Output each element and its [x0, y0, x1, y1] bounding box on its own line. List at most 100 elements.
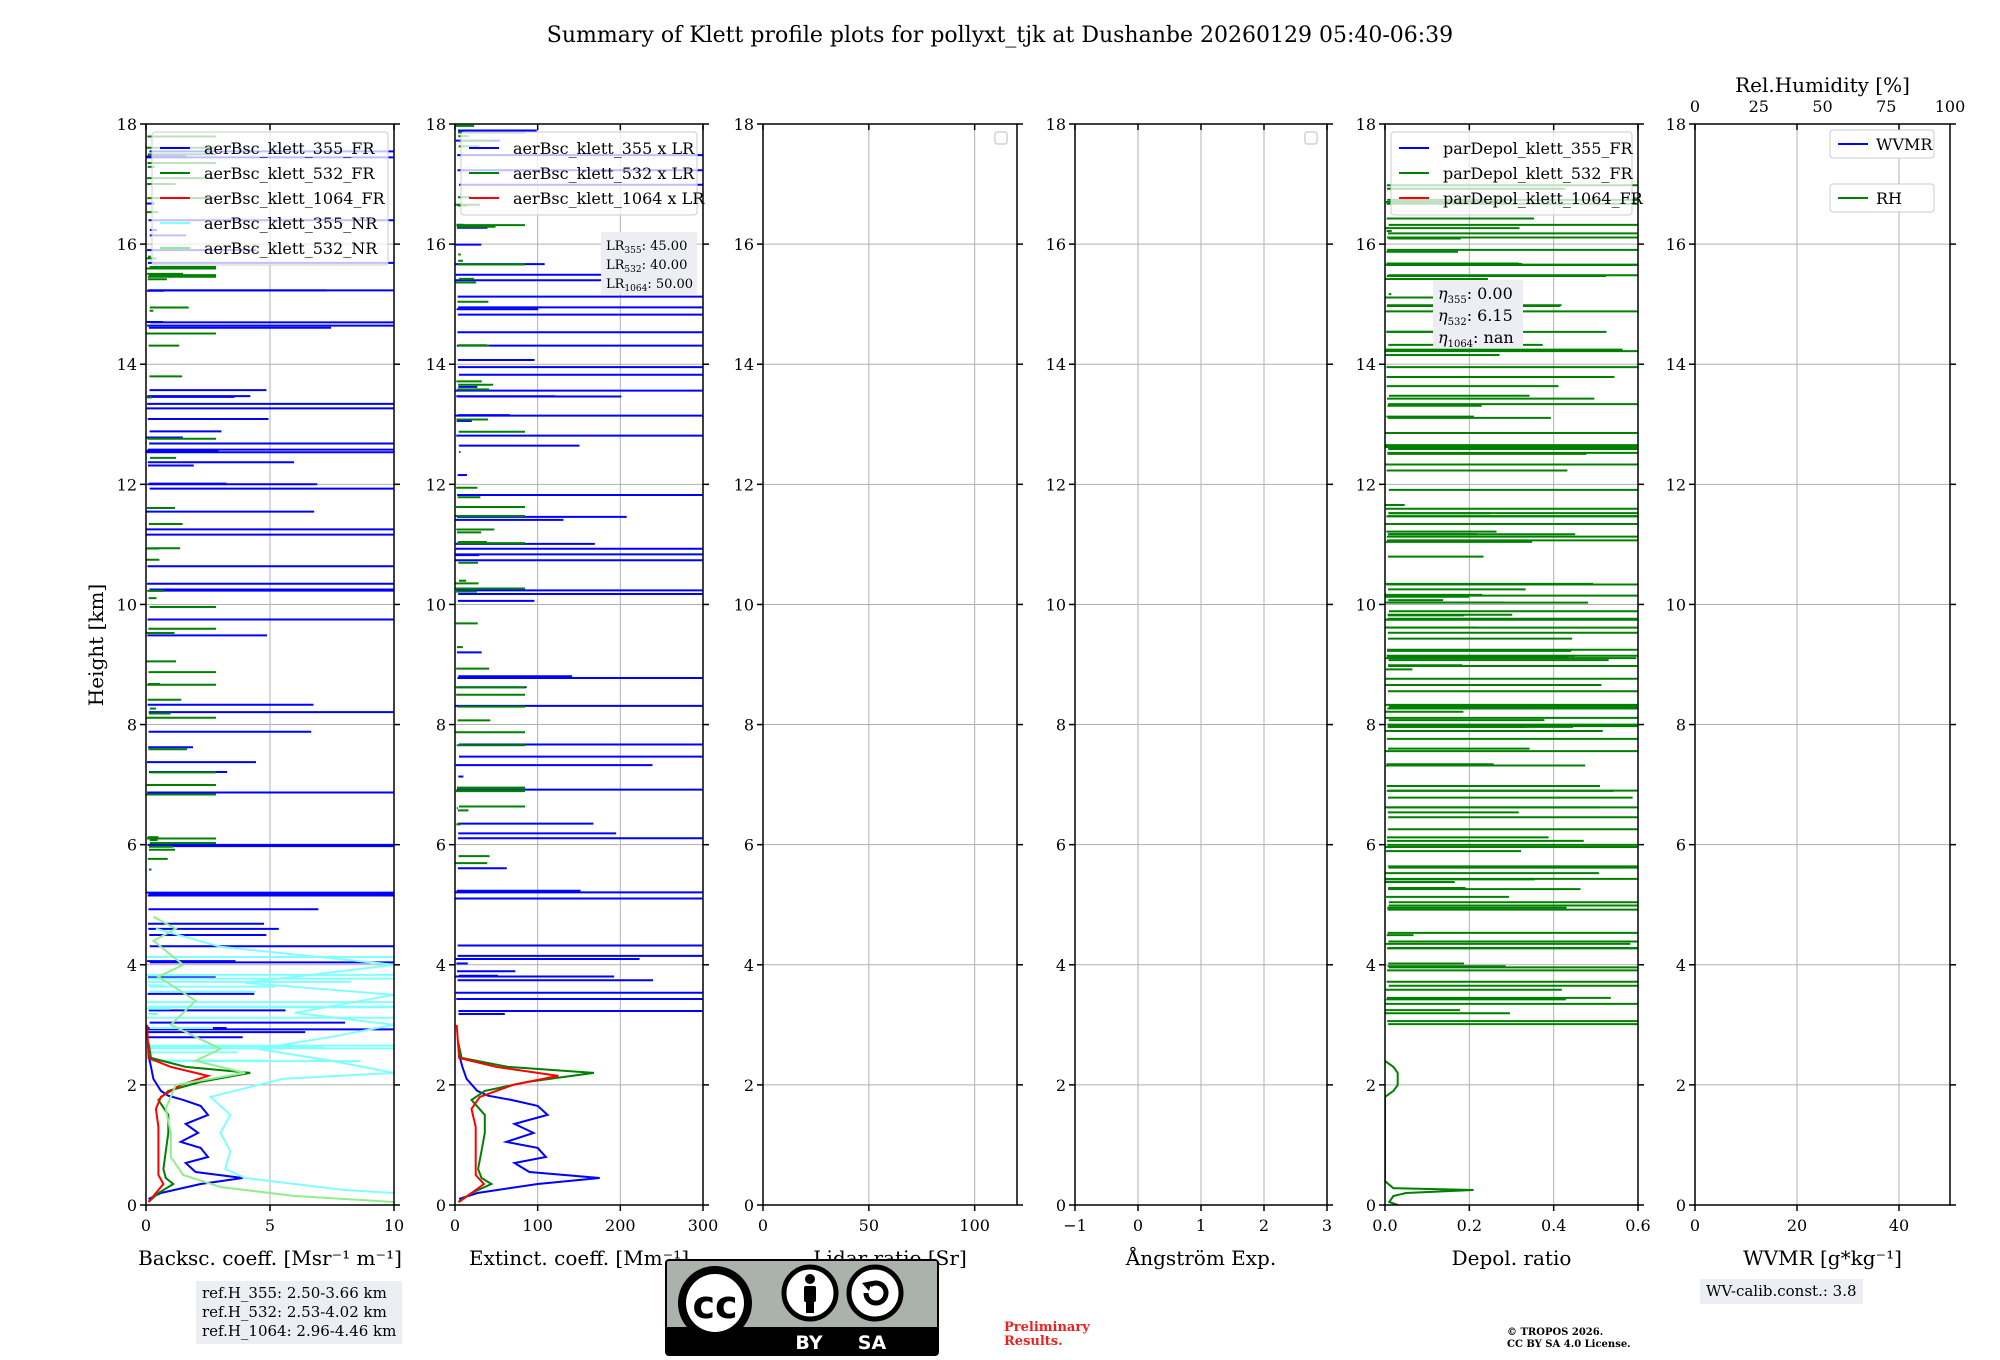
- series-line-aerbsc-klett-1064-fr: [146, 1024, 212, 1203]
- x-tick-label: 5: [265, 1216, 275, 1235]
- y-tick-label: 14: [734, 355, 754, 374]
- y-tick-label: 18: [1046, 115, 1066, 134]
- series-group-backscatter: [146, 135, 394, 1203]
- x-tick-label: 0.6: [1625, 1216, 1650, 1235]
- x-tick-label: 1: [1196, 1216, 1206, 1235]
- y-tick-label: 16: [117, 235, 137, 254]
- x-tick-label: 0.4: [1541, 1216, 1566, 1235]
- legend-label: aerBsc_klett_532 x LR: [513, 164, 695, 183]
- legend-extinction: aerBsc_klett_355 x LR aerBsc_klett_532 x …: [460, 131, 705, 216]
- reference-height-box: ref.H_355: 2.50-3.66 km ref.H_532: 2.53-…: [196, 1281, 403, 1344]
- legend-label: aerBsc_klett_355_NR: [204, 214, 378, 233]
- copyright-note: © TROPOS 2026. CC BY SA 4.0 License.: [1507, 1327, 1631, 1351]
- x2-tick-label: 100: [1935, 97, 1966, 116]
- y-tick-label: 0: [1676, 1196, 1686, 1215]
- by-person-icon: [781, 1264, 839, 1322]
- legend-label: parDepol_klett_355_FR: [1443, 139, 1634, 158]
- series-line-aerbsc-klett-532-nr: [151, 915, 394, 1203]
- series-line-aerbsc-klett-532-x-lr: [457, 1042, 595, 1203]
- y-tick-label: 8: [436, 716, 446, 735]
- x2-tick-label: 0: [1690, 97, 1700, 116]
- y-tick-label: 16: [734, 235, 754, 254]
- y-tick-label: 14: [1046, 355, 1066, 374]
- depol-eta-1064: η1064: nan: [1438, 328, 1514, 350]
- series-group-depol: [1385, 184, 1638, 1205]
- legend-box: [1390, 131, 1633, 216]
- x-tick-label: 0: [1690, 1216, 1700, 1235]
- y-tick-label: 4: [1056, 956, 1066, 975]
- lidar-ratio-532: LR532: 40.00: [606, 258, 687, 275]
- x-tick-label: 0.2: [1457, 1216, 1482, 1235]
- copyright-line-1: © TROPOS 2026.: [1507, 1327, 1604, 1338]
- y-tick-label: 10: [117, 595, 137, 614]
- legend-label: parDepol_klett_1064_FR: [1443, 189, 1644, 208]
- preliminary-note: Preliminary Results.: [1004, 1321, 1090, 1349]
- panel-wv: 0 20 40 0 2 4 6 8 10 12 14 16 18 WVMR [g*kg⁻¹] 0 25 50 75…: [1666, 73, 1966, 1270]
- legend-label: aerBsc_klett_355 x LR: [513, 139, 695, 158]
- y-tick-label: 14: [426, 355, 446, 374]
- y-tick-label: 6: [1056, 836, 1066, 855]
- x-axis-label-angstrom: Ångström Exp.: [1125, 1245, 1276, 1270]
- legend-label: aerBsc_klett_532_NR: [204, 239, 378, 258]
- y-tick-label: 10: [1666, 595, 1686, 614]
- panel-depol: 0.0 0.2 0.4 0.6 0 2 4 6 8 10 12 14 16 18 Depol. ratio p…: [1356, 115, 1651, 1270]
- x-tick-label: 10: [384, 1216, 404, 1235]
- x-tick-label: 0: [1133, 1216, 1143, 1235]
- y-tick-label: 0: [436, 1196, 446, 1215]
- y-tick-label: 10: [734, 595, 754, 614]
- y-tick-label: 16: [1046, 235, 1066, 254]
- legend-label: aerBsc_klett_532_FR: [204, 164, 375, 183]
- y-tick-label: 12: [734, 475, 754, 494]
- axes-frame: [454, 123, 704, 1206]
- series-line-aerbsc-klett-355-x-lr: [458, 1054, 600, 1200]
- legend-wv: WVMR RH: [1829, 129, 1935, 213]
- y-tick-label: 0: [127, 1196, 137, 1215]
- y-tick-label: 8: [744, 716, 754, 735]
- x-tick-label: 0: [450, 1216, 460, 1235]
- y-tick-label: 12: [117, 475, 137, 494]
- series-line-pardepol-klett-532-fr: [1385, 1060, 1474, 1205]
- lidar-ratio-annotation: LR355: 45.00 LR532: 40.00 LR1064: 50.00: [601, 232, 697, 294]
- ref-height-1064: ref.H_1064: 2.96-4.46 km: [202, 1322, 397, 1340]
- y-tick-label: 4: [1366, 956, 1376, 975]
- legend-box: [1829, 129, 1935, 159]
- y-tick-label: 6: [127, 836, 137, 855]
- legend-box: [460, 131, 698, 216]
- y-tick-label: 18: [426, 115, 446, 134]
- y-tick-label: 8: [1056, 716, 1066, 735]
- x-tick-label: 300: [688, 1216, 719, 1235]
- y-tick-label: 4: [436, 956, 446, 975]
- y-tick-label: 6: [1676, 836, 1686, 855]
- figure-title: Summary of Klett profile plots for polly…: [547, 23, 1453, 48]
- x-tick-label: 2: [1259, 1216, 1269, 1235]
- annotation-box: [601, 232, 697, 294]
- legend-label: aerBsc_klett_1064_FR: [204, 189, 386, 208]
- y-tick-label: 16: [1356, 235, 1376, 254]
- x-tick-label: 0: [758, 1216, 768, 1235]
- x-tick-label: 0: [141, 1216, 151, 1235]
- legend-label: RH: [1876, 189, 1902, 208]
- x-tick-label: 100: [959, 1216, 990, 1235]
- series-line-aerbsc-klett-355-nr: [155, 927, 394, 1194]
- x-tick-label: 3: [1322, 1216, 1332, 1235]
- empty-legend-box: [994, 131, 1008, 145]
- panel-extinction: 0 100 200 300 0 2 4 6 8 10 12 14 16 18 Extinct. coeff.…: [426, 115, 719, 1270]
- y-tick-label: 8: [1676, 716, 1686, 735]
- cc-license-badge: cc BY SA: [665, 1259, 939, 1356]
- sa-label: SA: [858, 1332, 887, 1354]
- y-tick-label: 18: [1666, 115, 1686, 134]
- preliminary-line-1: Preliminary: [1004, 1320, 1090, 1335]
- legend-label: aerBsc_klett_1064 x LR: [513, 189, 705, 208]
- y-tick-label: 8: [127, 716, 137, 735]
- copyright-line-2: CC BY SA 4.0 License.: [1507, 1339, 1631, 1350]
- x-tick-label: 0.0: [1372, 1216, 1397, 1235]
- cc-icon-text: cc: [692, 1283, 737, 1327]
- x-axis-label-extinction: Extinct. coeff. [Mm⁻¹]: [469, 1246, 689, 1270]
- x-tick-label: 50: [859, 1216, 879, 1235]
- y-tick-label: 18: [734, 115, 754, 134]
- legend-depol: parDepol_klett_355_FR parDepol_klett_532_…: [1390, 131, 1644, 216]
- y-tick-label: 4: [127, 956, 137, 975]
